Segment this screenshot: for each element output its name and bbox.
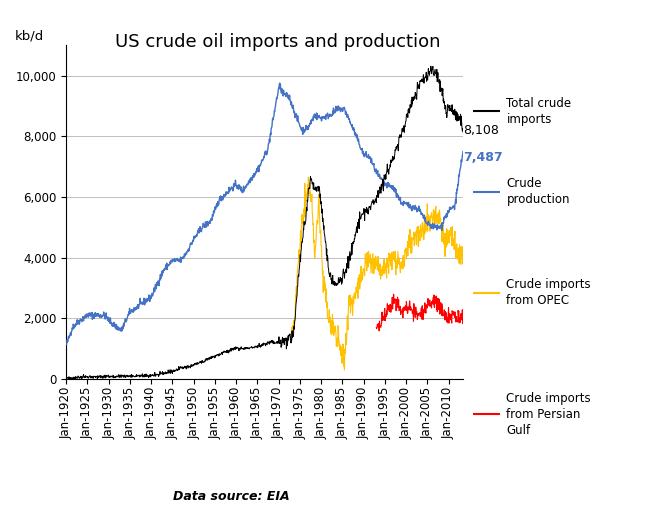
Text: Crude imports
from OPEC: Crude imports from OPEC [506,278,591,308]
Text: Data source: EIA: Data source: EIA [173,490,290,503]
Text: US crude oil imports and production: US crude oil imports and production [115,33,441,51]
Text: 7,487: 7,487 [463,151,503,164]
Text: Crude imports
from Persian
Gulf: Crude imports from Persian Gulf [506,391,591,437]
Text: Crude
production: Crude production [506,177,570,207]
Text: 8,108: 8,108 [463,124,499,137]
Text: kb/d: kb/d [15,29,44,42]
Text: Total crude
imports: Total crude imports [506,96,571,126]
